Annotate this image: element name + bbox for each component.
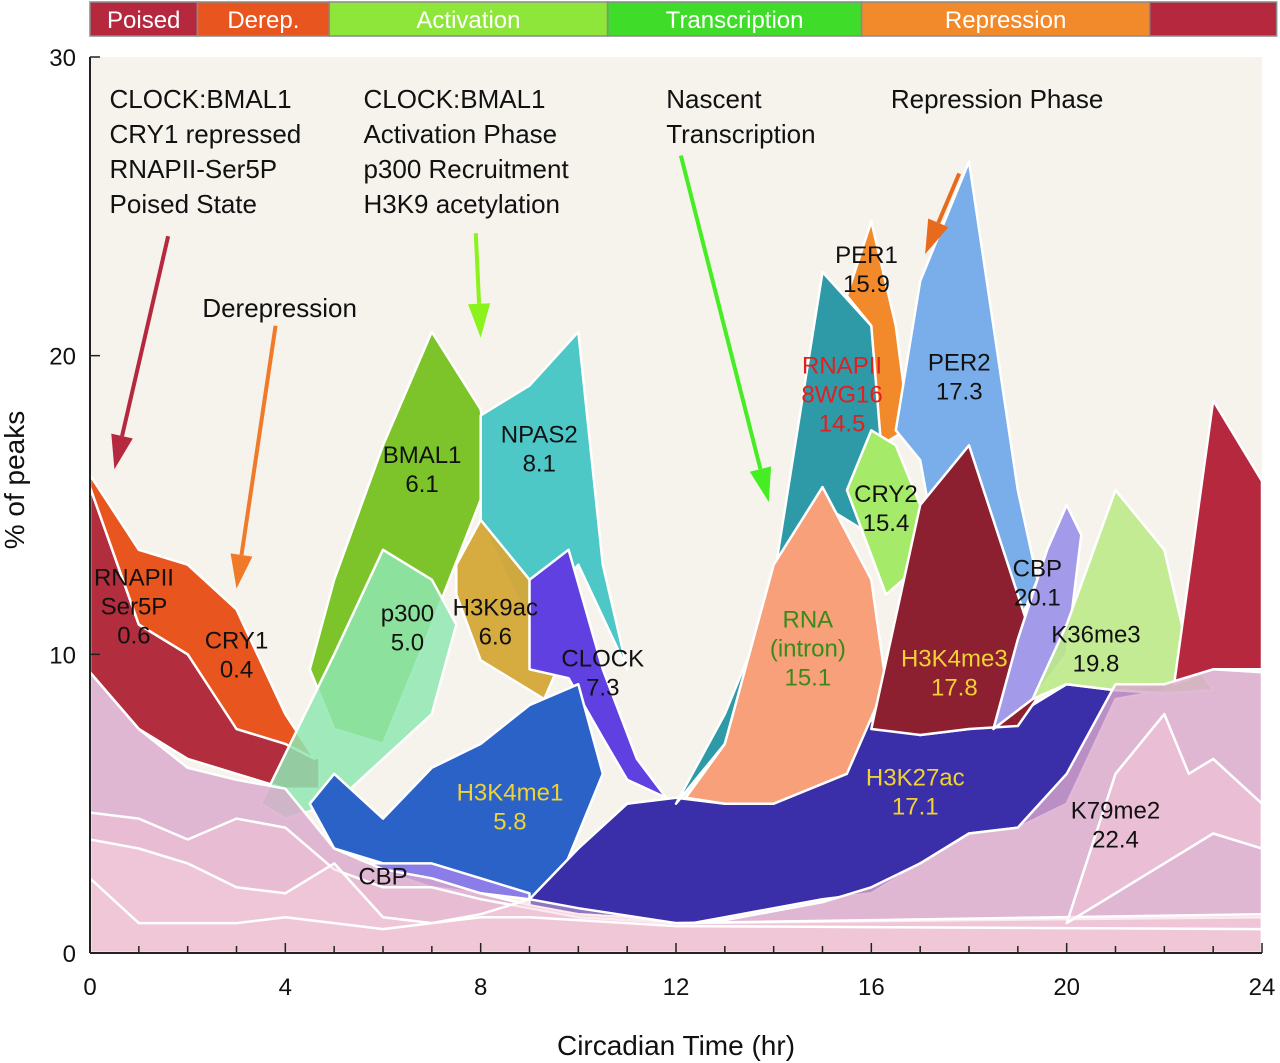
arrows — [111, 155, 962, 589]
x-tick-label: 4 — [279, 974, 292, 1001]
series-label-per1: PER1 15.9 — [835, 242, 898, 298]
annotation-repression-phase: Repression Phase — [891, 84, 1103, 114]
annotation-arrow — [230, 325, 278, 589]
annotation-arrow — [468, 233, 491, 338]
series-label-h3k9ac: H3K9ac 6.6 — [453, 595, 538, 651]
series-area-layer-23 — [1065, 712, 1262, 925]
series-label-npas2: NPAS2 8.1 — [501, 421, 578, 477]
x-tick-label: 0 — [83, 974, 96, 1001]
phase-segment-end — [1148, 1, 1278, 37]
annotations: CLOCK:BMAL1 CRY1 repressed RNAPII-Ser5P Poi… — [110, 84, 1104, 323]
series-area-k79me2 — [90, 668, 1262, 953]
series-label-rna: RNA (intron) 15.1 — [770, 606, 846, 691]
series-label-cbp: CBP — [358, 863, 407, 890]
series-labels: RNAPII Ser5P 0.6 CRY1 0.4 BMAL1 6.1 NPAS2 8.1 p30… — [94, 242, 1160, 890]
annotation-nascent: Nascent Transcription — [666, 84, 815, 149]
series-label-bmal1: BMAL1 6.1 — [383, 442, 462, 498]
series-label-per2: PER2 17.3 — [928, 350, 991, 406]
x-tick-label: 20 — [1053, 974, 1080, 1001]
annotation-derepression: Derepression — [202, 293, 357, 323]
series-label-cry2: CRY2 15.4 — [854, 481, 918, 537]
series-label-k79me2: K79me2 22.4 — [1071, 798, 1160, 854]
axes: 0 4 8 12 16 20 24 0 10 20 30 — [49, 45, 1275, 1001]
phase-bar: Poised Derep. Activation Transcription Repre… — [89, 1, 1278, 37]
series-label-cbp: CBP 20.1 — [1013, 556, 1062, 612]
series-label-p300: p300 5.0 — [381, 600, 434, 656]
phase-segment-repression — [860, 1, 1151, 37]
series-area-layer-21 — [90, 838, 1262, 953]
series-area-p300 — [259, 548, 458, 820]
annotation-arrow — [111, 235, 171, 470]
series-area-layer-22 — [90, 877, 1262, 953]
plot-area — [90, 160, 1262, 953]
x-tick-label: 8 — [474, 974, 487, 1001]
phase-segment-activation — [328, 1, 609, 37]
series-area-rna — [684, 485, 888, 805]
y-tick-label: 20 — [49, 344, 76, 371]
series-label-rnapii: RNAPII 8WG16 14.5 — [801, 353, 882, 438]
x-tick-label: 16 — [858, 974, 885, 1001]
annotation-arrow — [678, 155, 772, 502]
y-tick-label: 30 — [49, 45, 76, 72]
series-label-k36me3: K36me3 19.8 — [1051, 621, 1140, 677]
phase-label-poised: Poised — [107, 7, 180, 34]
series-area-clock — [528, 548, 668, 799]
series-label-h3k27ac: H3K27ac 17.1 — [866, 765, 965, 821]
series-label-rnapii: RNAPII Ser5P 0.6 — [94, 565, 174, 650]
y-axis-title: % of peaks — [0, 411, 30, 550]
x-axis-title: Circadian Time (hr) — [557, 1030, 795, 1061]
series-label-clock: CLOCK 7.3 — [561, 645, 644, 701]
annotation-arrow — [925, 172, 962, 255]
x-tick-label: 12 — [663, 974, 690, 1001]
x-tick-label: 24 — [1249, 974, 1276, 1001]
phase-label-repression: Repression — [945, 7, 1066, 34]
series-label-h3k4me3: H3K4me3 17.8 — [901, 645, 1008, 701]
series-label-cry1: CRY1 0.4 — [205, 627, 269, 683]
phase-label-derep: Derep. — [227, 7, 299, 34]
phase-label-activation: Activation — [416, 7, 520, 34]
phase-segment-derep — [196, 1, 331, 37]
y-tick-label: 0 — [63, 941, 76, 968]
y-tick-label: 10 — [49, 642, 76, 669]
annotation-clock-bmal1: CLOCK:BMAL1 CRY1 repressed RNAPII-Ser5P Poi… — [110, 84, 302, 219]
annotation-clock-bmal1: CLOCK:BMAL1 Activation Phase p300 Recruitm… — [363, 84, 569, 219]
series-label-h3k4me1: H3K4me1 5.8 — [457, 780, 564, 836]
phase-segment-poised — [89, 1, 199, 37]
phase-label-transcription: Transcription — [666, 7, 804, 34]
